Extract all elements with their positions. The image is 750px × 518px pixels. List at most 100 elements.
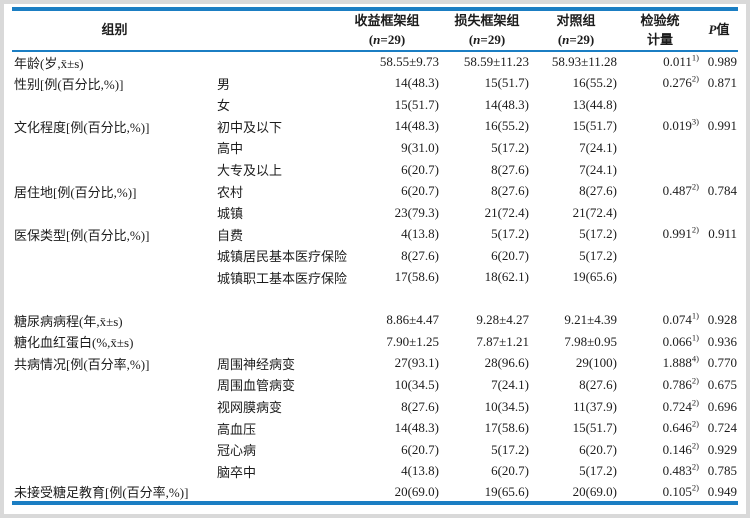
loss-frame-value: 8(27.6) [491, 161, 529, 177]
loss-frame-value: 7.87±1.21 [476, 333, 529, 349]
loss-frame-value: 10(34.5) [484, 398, 529, 414]
statistic-superscript: 2) [691, 418, 699, 429]
p-value [700, 202, 738, 224]
test-statistic-value [620, 137, 700, 159]
table-row: 年龄(岁,x̄±s) 58.55±9.73 58.59±11.23 58.93±11.… [12, 51, 738, 73]
table-row: 城镇 23(79.3) 21(72.4) 21(72.4) [12, 202, 738, 224]
gain-frame-value: 58.55±9.73 [379, 54, 439, 70]
row-sublabel [217, 310, 332, 332]
test-statistic-value: 0.0193) [662, 117, 699, 134]
header-loss-frame-group: 损失框架组 (n=29) [442, 9, 532, 51]
row-sublabel: 自费 [217, 227, 244, 243]
test-statistic-value [620, 94, 700, 116]
gain-frame-value: 14(48.3) [394, 420, 439, 436]
row-label [12, 159, 217, 181]
test-statistic-value: 0.1052) [662, 482, 699, 499]
loss-frame-value: 21(72.4) [484, 204, 529, 220]
header-control-n: (n=29) [557, 31, 595, 47]
gain-frame-value: 8(27.6) [401, 247, 439, 263]
control-value: 7(24.1) [579, 161, 617, 177]
table-row: 医保类型[例(百分比,%)] 自费 4(13.8) 5(17.2) 5(17.2) 0.9… [12, 223, 738, 245]
test-statistic-value: 0.4832) [662, 461, 699, 479]
loss-frame-value: 9.28±4.27 [476, 312, 529, 328]
control-value: 7.98±0.95 [564, 333, 617, 349]
table-row: 周围血管病变 10(34.5) 7(24.1) 8(27.6) 0.7862) 0.675 [12, 374, 738, 396]
p-value: 0.784 [707, 183, 737, 199]
baseline-characteristics-table: 组别 收益框架组 (n=29) 损失框架组 (n=29) 对照组 (n=29) [12, 7, 738, 506]
header-subcategory-col [217, 9, 332, 51]
table-row: 城镇职工基本医疗保险 17(58.6) 18(62.1) 19(65.6) [12, 266, 738, 288]
gain-frame-value: 14(48.3) [394, 75, 439, 91]
row-label [12, 396, 217, 418]
control-value: 5(17.2) [579, 247, 617, 263]
test-statistic-value: 0.9912) [662, 224, 699, 242]
test-statistic-value: 0.7242) [662, 397, 699, 414]
statistic-superscript: 2) [691, 440, 699, 451]
control-value: 8(27.6) [579, 183, 617, 199]
row-label [12, 417, 217, 439]
table-row: 性别[例(百分比,%)] 男 14(48.3) 15(51.7) 16(55.2) 0.2… [12, 73, 738, 95]
statistic-superscript: 2) [691, 224, 699, 235]
row-sublabel: 周围神经病变 [217, 356, 296, 372]
row-sublabel: 农村 [217, 184, 244, 200]
table-row: 未接受糖足教育[例(百分率,%)] 20(69.0) 19(65.6) 20(69.0… [12, 482, 738, 504]
p-value: 0.871 [707, 75, 737, 91]
row-label [12, 94, 217, 116]
row-label: 文化程度[例(百分比,%)] [14, 119, 150, 135]
loss-frame-value: 28(96.6) [484, 355, 529, 371]
row-sublabel: 高中 [217, 141, 244, 157]
test-statistic-value [620, 159, 700, 181]
header-control-title: 对照组 [556, 12, 596, 28]
control-value: 20(69.0) [572, 483, 617, 499]
p-value [700, 245, 738, 267]
statistic-superscript: 2) [691, 375, 699, 386]
test-statistic-value: 0.2762) [662, 73, 699, 91]
row-label [12, 202, 217, 224]
gain-frame-value: 17(58.6) [394, 269, 439, 285]
table-row: 城镇居民基本医疗保险 8(27.6) 6(20.7) 5(17.2) [12, 245, 738, 267]
p-value [700, 94, 738, 116]
header-group-col: 组别 [101, 22, 128, 38]
control-value: 16(55.2) [572, 75, 617, 91]
test-statistic-value: 0.6462) [662, 418, 699, 436]
gain-frame-value: 10(34.5) [394, 376, 439, 392]
test-statistic-value: 0.1462) [662, 440, 699, 457]
gain-frame-value: 6(20.7) [401, 161, 439, 177]
control-value: 7(24.1) [579, 139, 617, 155]
control-value: 19(65.6) [572, 269, 617, 285]
test-statistic-value: 0.7862) [662, 375, 699, 392]
p-value: 0.936 [707, 333, 737, 349]
control-value: 9.21±4.39 [564, 312, 617, 328]
loss-frame-value: 19(65.6) [484, 483, 529, 499]
statistic-superscript: 2) [691, 461, 699, 472]
test-statistic-value: 0.0111) [663, 52, 699, 70]
row-label [12, 460, 217, 482]
row-label: 共病情况[例(百分率,%)] [14, 356, 150, 372]
gain-frame-value: 8.86±4.47 [386, 312, 439, 328]
header-row: 组别 收益框架组 (n=29) 损失框架组 (n=29) 对照组 (n=29) [12, 9, 738, 51]
spacer-row [12, 288, 738, 310]
test-statistic-value: 0.4872) [662, 181, 699, 199]
control-value: 11(37.9) [573, 398, 617, 414]
p-value: 0.911 [708, 226, 737, 242]
header-control-group: 对照组 (n=29) [532, 9, 620, 51]
statistic-superscript: 2) [691, 181, 699, 192]
statistic-superscript: 2) [691, 397, 699, 408]
table-row: 糖尿病病程(年,x̄±s) 8.86±4.47 9.28±4.27 9.21±4.39… [12, 310, 738, 332]
table-row: 文化程度[例(百分比,%)] 初中及以下 14(48.3) 16(55.2) 15(51… [12, 116, 738, 138]
spacer-cell [12, 288, 738, 310]
row-sublabel: 视网膜病变 [217, 400, 283, 416]
table-row: 视网膜病变 8(27.6) 10(34.5) 11(37.9) 0.7242) 0.696 [12, 396, 738, 418]
table-row: 大专及以上 6(20.7) 8(27.6) 7(24.1) [12, 159, 738, 181]
header-gain-frame-title: 收益框架组 [354, 12, 420, 28]
control-value: 6(20.7) [579, 441, 617, 457]
loss-frame-value: 5(17.2) [491, 139, 529, 155]
statistic-superscript: 1) [691, 311, 699, 321]
table-row: 女 15(51.7) 14(48.3) 13(44.8) [12, 94, 738, 116]
row-label: 未接受糖足教育[例(百分率,%)] [14, 485, 189, 501]
header-loss-frame-title: 损失框架组 [454, 12, 520, 28]
gain-frame-value: 14(48.3) [394, 118, 439, 134]
header-gain-frame-n: (n=29) [368, 31, 406, 47]
row-sublabel [217, 482, 332, 504]
table-row: 高中 9(31.0) 5(17.2) 7(24.1) [12, 137, 738, 159]
